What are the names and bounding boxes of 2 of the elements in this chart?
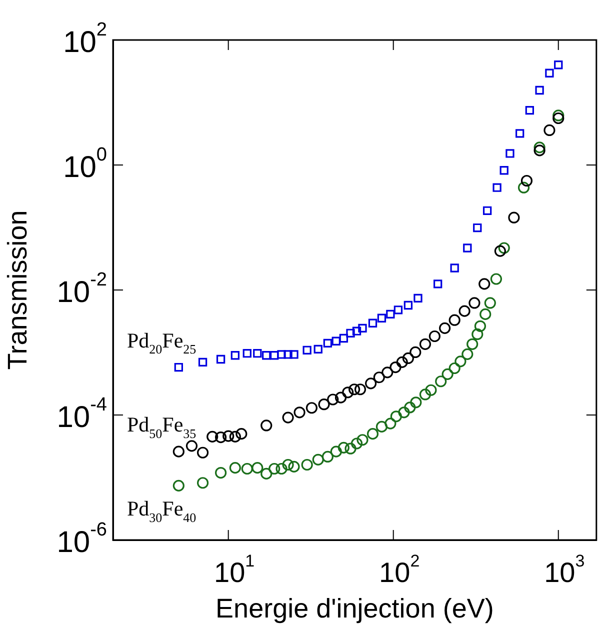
y-axis-title: Transmission bbox=[2, 210, 33, 370]
x-axis-title: Energie d'injection (eV) bbox=[216, 593, 494, 624]
